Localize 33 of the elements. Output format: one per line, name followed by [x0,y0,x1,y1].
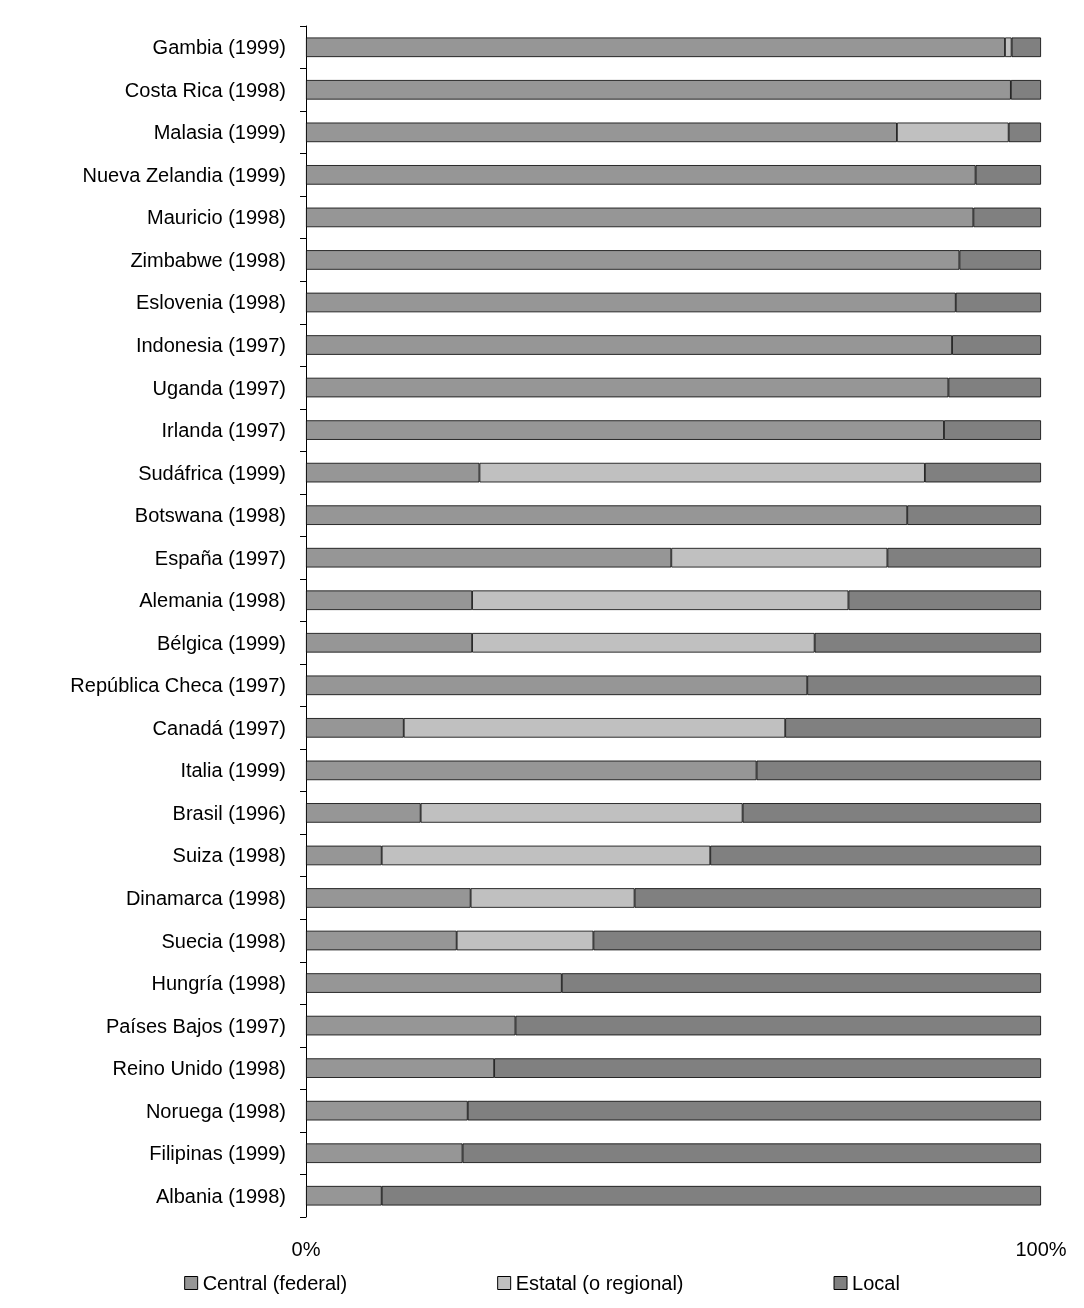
y-tick-label: Mauricio (1998) [147,206,286,229]
legend-label: Estatal (o regional) [515,1272,684,1294]
y-tick-label: Sudáfrica (1999) [138,461,286,484]
y-tick-label: Botswana (1998) [134,504,286,527]
y-tick-label: Dinamarca (1998) [125,886,286,909]
y-tick-label: Irlanda (1997) [161,419,286,442]
y-tick-label: Reino Unido (1998) [112,1057,286,1080]
x-tick-label: 0% [291,1238,321,1260]
y-tick-label: Uganda (1997) [152,376,286,399]
y-tick-label: Canadá (1997) [152,716,286,739]
y-tick-label: Países Bajos (1997) [105,1014,286,1037]
y-tick-label: Eslovenia (1998) [135,291,286,314]
y-tick-label: Malasia (1999) [153,121,286,144]
legend-label: Central (federal) [202,1272,348,1294]
y-tick-label: Gambia (1999) [152,36,286,59]
x-tick-label: 100% [1015,1238,1067,1260]
y-tick-label: Brasil (1996) [172,801,286,824]
y-tick-label: Zimbabwe (1998) [130,248,286,271]
y-tick-label: Suiza (1998) [172,844,286,867]
y-tick-label: Suecia (1998) [161,929,286,952]
y-tick-label: República Checa (1997) [70,674,286,697]
y-tick-label: Albania (1998) [155,1184,286,1207]
y-tick-label: Costa Rica (1998) [124,78,286,101]
legend-label: Local [852,1272,900,1294]
y-tick-label: Nueva Zelandia (1999) [82,163,286,186]
y-tick-label: Bélgica (1999) [157,631,286,654]
y-tick-label: Italia (1999) [180,759,286,782]
y-tick-label: España (1997) [154,546,286,569]
y-tick-label: Alemania (1998) [139,589,286,612]
y-tick-label: Filipinas (1999) [149,1142,286,1165]
y-tick-label: Indonesia (1997) [135,334,286,357]
y-tick-label: Noruega (1998) [145,1099,286,1122]
y-tick-label: Hungría (1998) [151,972,286,995]
